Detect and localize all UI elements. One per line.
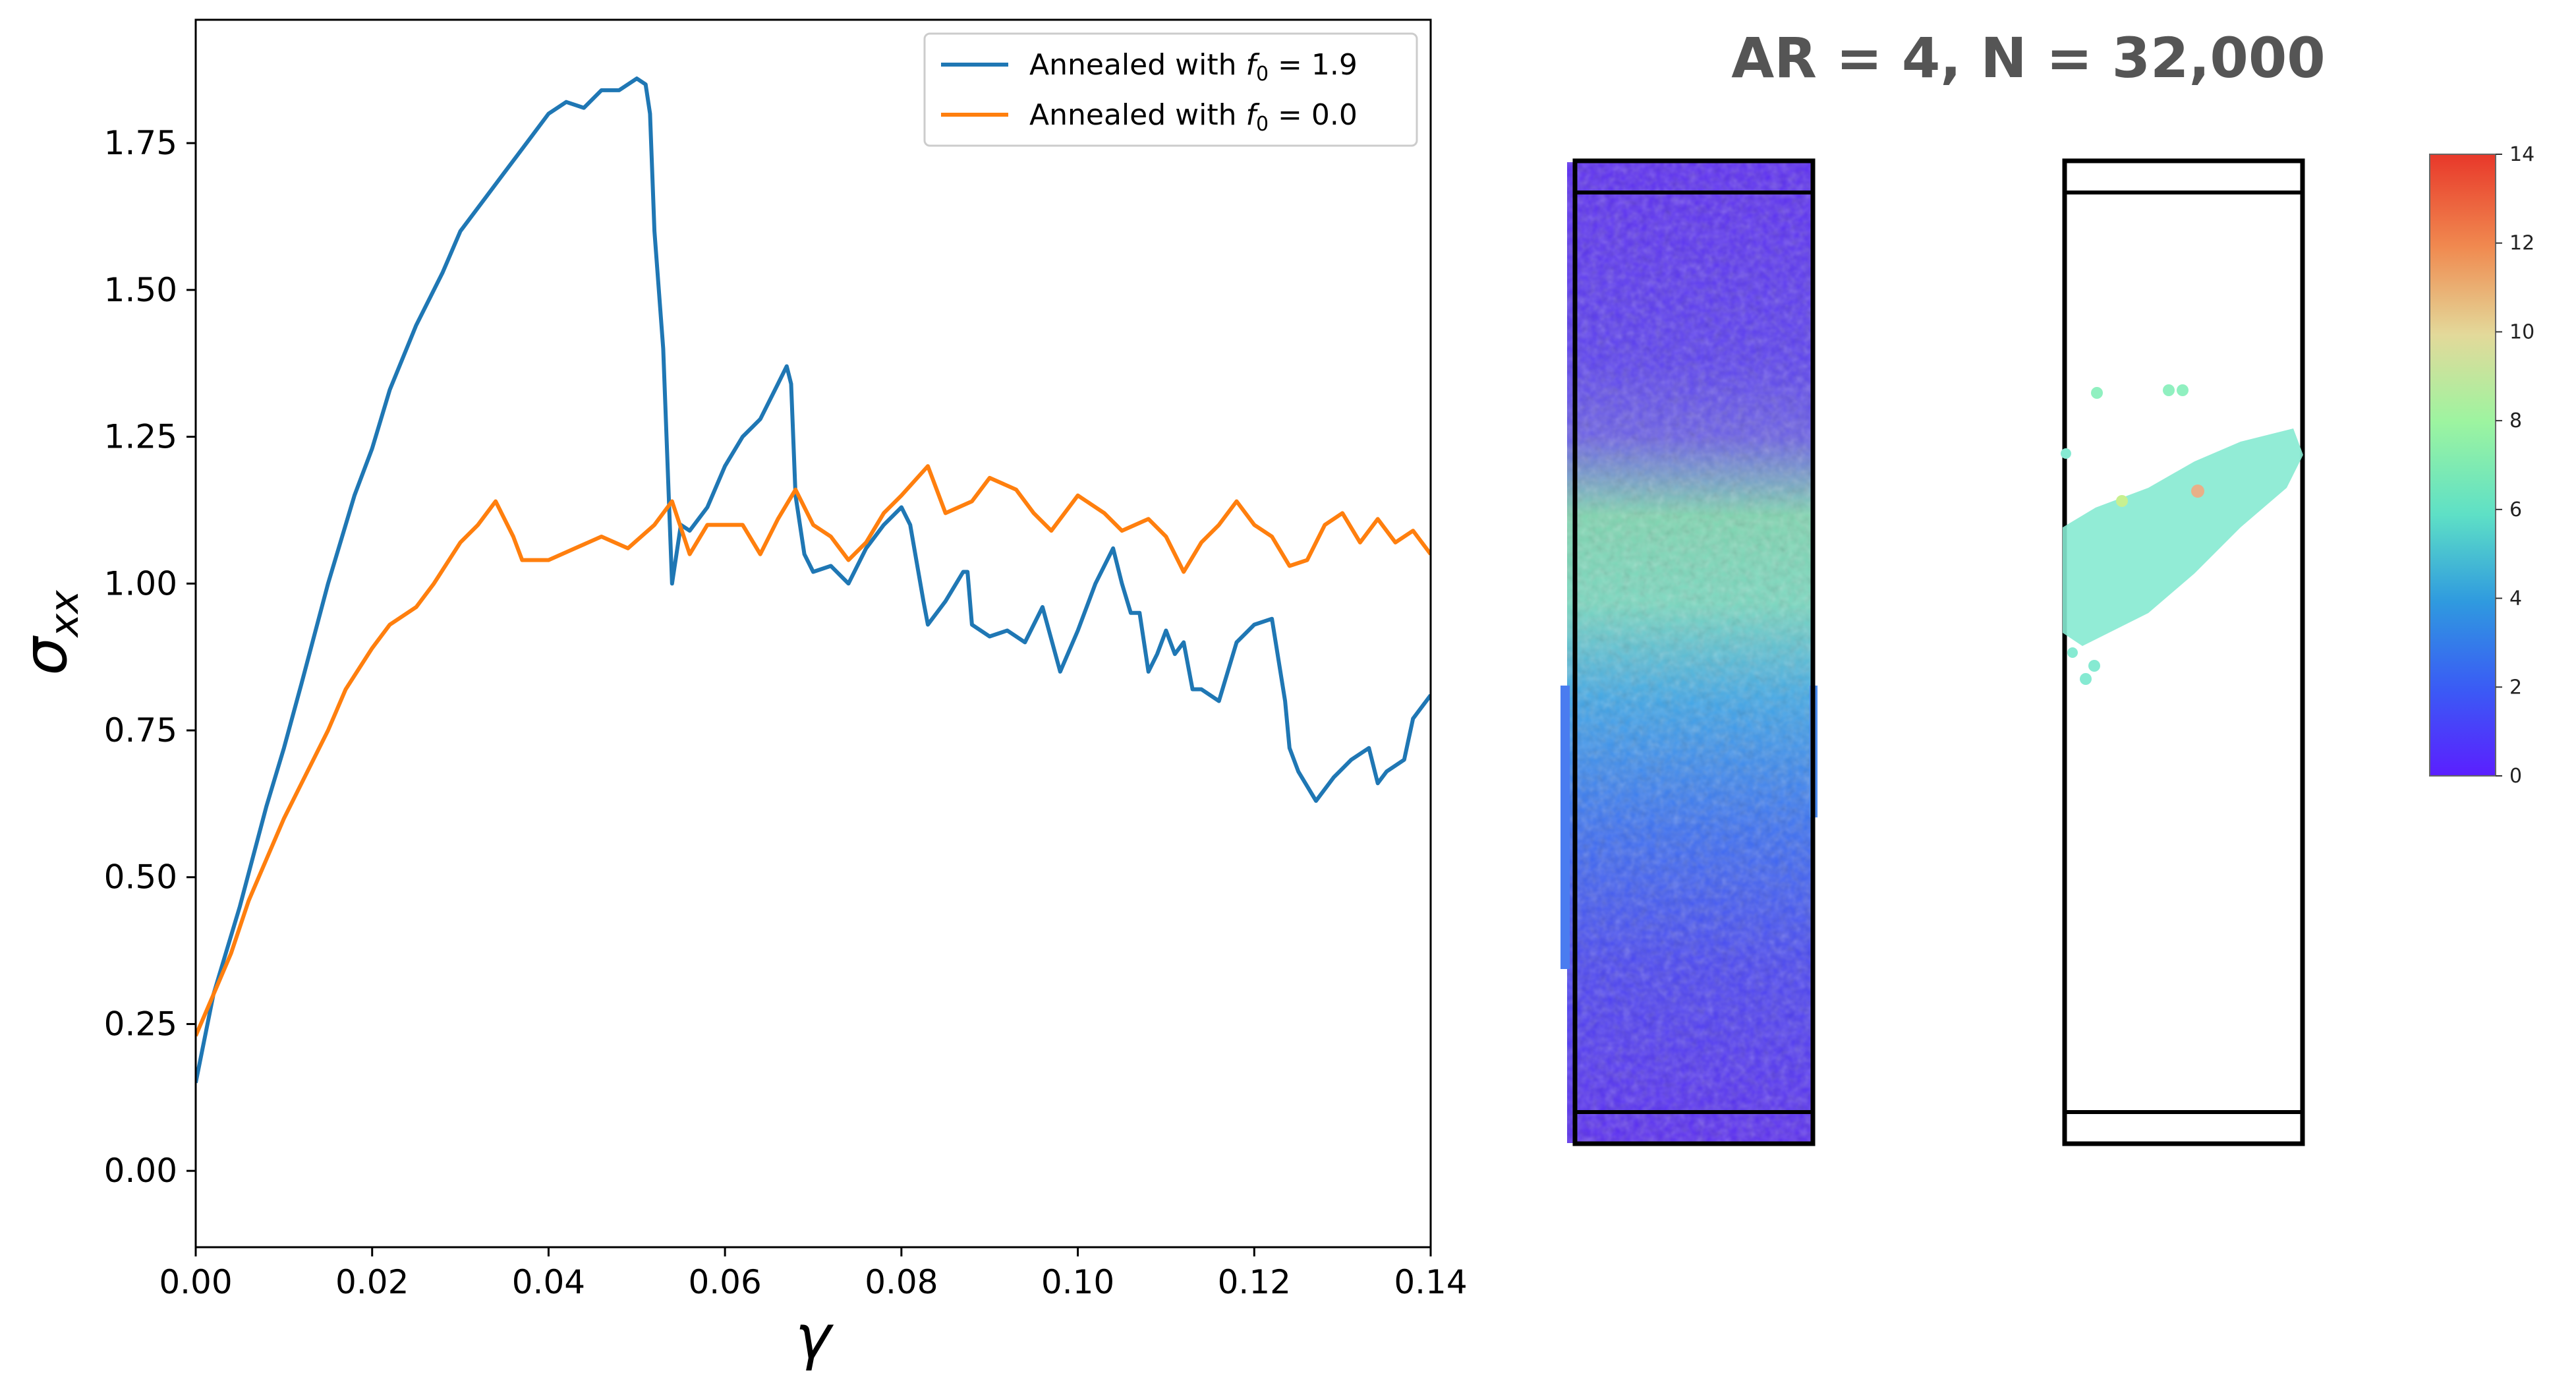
particle-dot [2116, 495, 2128, 507]
colorbar-tick-label: 8 [2509, 409, 2522, 432]
x-tick-label: 0.04 [512, 1263, 585, 1301]
y-tick-label: 0.75 [104, 711, 177, 750]
legend-series-2-sub: 0 [1256, 113, 1269, 136]
plot-frame [194, 18, 1432, 1249]
colorbar-tick-label: 2 [2509, 676, 2522, 699]
x-tick-label: 0.10 [1041, 1263, 1114, 1301]
x-tick-label: 0.12 [1218, 1263, 1291, 1301]
x-tick-label: 0.00 [159, 1263, 232, 1301]
legend-series-2-suffix: = 0.0 [1269, 98, 1358, 132]
legend-label-series-1: Annealed with f0 = 1.9 [1029, 48, 1358, 86]
colorbar-tick-label: 6 [2509, 498, 2522, 521]
legend-series-1-sub: 0 [1256, 63, 1269, 86]
y-tick-label: 0.25 [104, 1005, 177, 1043]
y-tick-label: 1.25 [104, 418, 177, 456]
y-axis-label: σxx [10, 590, 88, 676]
colorbar-tick-label: 12 [2509, 232, 2534, 255]
active-particle-cluster [2063, 428, 2303, 646]
particle-dot [2177, 384, 2189, 396]
particle-dot [2061, 448, 2071, 459]
y-axis-ticks: 0.00 0.25 0.50 0.75 1.00 1.25 1.50 1.75 [104, 124, 196, 1190]
particle-dot [2091, 387, 2103, 399]
series-line-1 [196, 76, 1431, 1084]
colorbar-gradient [2429, 154, 2496, 777]
particle-dot [2088, 660, 2100, 672]
x-tick-label: 0.08 [865, 1263, 938, 1301]
colorbar-tick-label: 14 [2509, 143, 2534, 166]
rod-frame-left [1572, 158, 1816, 1146]
legend-label-series-2: Annealed with f0 = 0.0 [1029, 98, 1358, 136]
panel-title: AR = 4, N = 32,000 [1731, 26, 2325, 90]
colorbar-ticks: 0 2 4 6 8 10 12 14 [2496, 143, 2534, 788]
y-tick-label: 0.50 [104, 858, 177, 897]
particle-dot [2191, 485, 2204, 498]
particle-dot [2067, 647, 2078, 658]
y-tick-label: 0.00 [104, 1152, 177, 1190]
x-tick-label: 0.02 [335, 1263, 409, 1301]
particle-dot [2163, 384, 2175, 396]
y-tick-label: 1.00 [104, 564, 177, 603]
colorbar-tick-label: 4 [2509, 587, 2522, 610]
x-tick-label: 0.14 [1394, 1263, 1467, 1301]
legend-series-1-suffix: = 1.9 [1269, 48, 1358, 82]
line-chart: 0.00 0.02 0.04 0.06 0.08 0.10 0.12 0.14 0.00 0.2… [10, 18, 1468, 1372]
series-line-2 [196, 464, 1431, 1037]
series-layer [196, 76, 1431, 1084]
simulation-panel: AR = 4, N = 32,000 [1560, 26, 2534, 1146]
x-axis-ticks: 0.00 0.02 0.04 0.06 0.08 0.10 0.12 0.14 [159, 1247, 1468, 1301]
rod-frame-right [2062, 158, 2305, 1146]
particle-speckle [1567, 162, 1812, 1143]
particle-rod-full [1560, 158, 1818, 1146]
particle-dot [2080, 673, 2092, 685]
legend: Annealed with f0 = 1.9 Annealed with f0 … [923, 32, 1418, 147]
legend-box [923, 32, 1418, 147]
y-tick-label: 1.50 [104, 271, 177, 309]
x-tick-label: 0.06 [688, 1263, 761, 1301]
colorbar-tick-label: 10 [2509, 320, 2534, 343]
colorbar: 0 2 4 6 8 10 12 14 [2429, 143, 2534, 788]
particle-rod-filtered [2061, 158, 2305, 1146]
legend-series-2-prefix: Annealed with [1029, 98, 1245, 132]
y-axis-label-sub: xx [42, 590, 88, 639]
legend-series-1-prefix: Annealed with [1029, 48, 1245, 82]
y-tick-label: 1.75 [104, 124, 177, 162]
x-axis-label: γ [795, 1302, 834, 1372]
colorbar-tick-label: 0 [2509, 765, 2522, 788]
y-axis-label-main: σ [10, 635, 80, 676]
particle-bulge-left [1560, 686, 1570, 969]
